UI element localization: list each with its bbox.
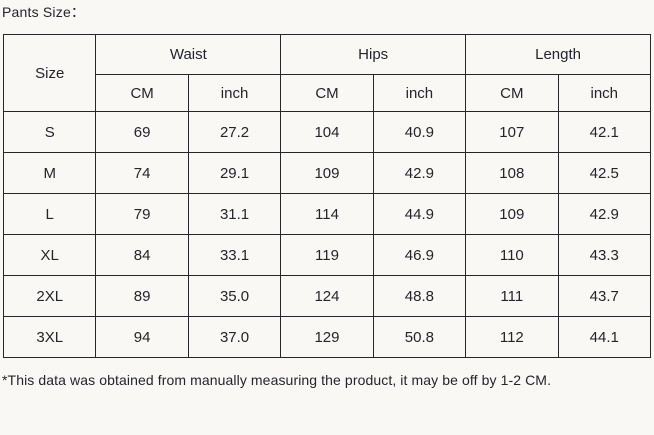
length-inch: 43.3 (557, 234, 652, 276)
table-row-xl: XL 84 33.1 119 46.9 110 43.3 (2, 234, 652, 276)
length-inch: 42.1 (557, 111, 652, 153)
size-label: L (2, 193, 97, 235)
size-label: XL (2, 234, 97, 276)
length-cm: 109 (465, 193, 559, 235)
header-hips-inch: inch (372, 74, 467, 112)
hips-cm: 124 (280, 275, 374, 317)
size-table: Size Waist Hips Length CM inch CM inch C… (2, 34, 652, 358)
hips-cm: 119 (280, 234, 374, 276)
length-cm: 107 (465, 111, 559, 153)
header-waist: Waist (95, 34, 282, 75)
header-waist-cm: CM (95, 74, 189, 112)
size-label: M (2, 152, 97, 194)
waist-cm: 69 (95, 111, 189, 153)
length-cm: 111 (465, 275, 559, 317)
header-length-cm: CM (465, 74, 559, 112)
header-length-inch: inch (557, 74, 652, 112)
table-row-m: M 74 29.1 109 42.9 108 42.5 (2, 152, 652, 194)
waist-cm: 94 (95, 316, 189, 358)
length-inch: 42.9 (557, 193, 652, 235)
hips-inch: 42.9 (372, 152, 467, 194)
hips-cm: 109 (280, 152, 374, 194)
hips-inch: 50.8 (372, 316, 467, 358)
table-row-2xl: 2XL 89 35.0 124 48.8 111 43.7 (2, 275, 652, 317)
waist-inch: 37.0 (187, 316, 282, 358)
group-header-row: Size Waist Hips Length (2, 34, 651, 112)
table-row-3xl: 3XL 94 37.0 129 50.8 112 44.1 (2, 316, 652, 358)
waist-inch: 33.1 (187, 234, 282, 276)
waist-cm: 84 (95, 234, 189, 276)
hips-inch: 44.9 (372, 193, 467, 235)
waist-inch: 27.2 (187, 111, 282, 153)
length-inch: 43.7 (557, 275, 652, 317)
header-length: Length (465, 34, 651, 75)
measurement-disclaimer: *This data was obtained from manually me… (2, 372, 552, 388)
hips-inch: 46.9 (372, 234, 467, 276)
length-cm: 112 (465, 316, 559, 358)
waist-cm: 74 (95, 152, 189, 194)
waist-inch: 29.1 (187, 152, 282, 194)
hips-inch: 40.9 (372, 111, 467, 153)
page-title: Pants Size： (2, 4, 86, 20)
waist-inch: 35.0 (187, 275, 282, 317)
size-table-body: S 69 27.2 104 40.9 107 42.1 M 74 29.1 10… (2, 111, 652, 358)
length-inch: 42.5 (557, 152, 652, 194)
table-row-l: L 79 31.1 114 44.9 109 42.9 (2, 193, 652, 235)
waist-inch: 31.1 (187, 193, 282, 235)
table-row-s: S 69 27.2 104 40.9 107 42.1 (2, 111, 652, 153)
size-table-header: Size Waist Hips Length CM inch CM inch C… (2, 34, 652, 112)
header-size: Size (2, 34, 97, 112)
hips-cm: 129 (280, 316, 374, 358)
hips-cm: 104 (280, 111, 374, 153)
hips-inch: 48.8 (372, 275, 467, 317)
unit-header-row: CM inch CM inch CM inch (4, 74, 652, 112)
hips-cm: 114 (280, 193, 374, 235)
header-hips-cm: CM (280, 74, 374, 112)
header-waist-inch: inch (187, 74, 282, 112)
header-hips: Hips (280, 34, 467, 75)
size-label: S (2, 111, 97, 153)
waist-cm: 79 (95, 193, 189, 235)
waist-cm: 89 (95, 275, 189, 317)
length-cm: 108 (465, 152, 559, 194)
length-inch: 44.1 (557, 316, 652, 358)
size-label: 3XL (2, 316, 97, 358)
length-cm: 110 (465, 234, 559, 276)
size-label: 2XL (2, 275, 97, 317)
